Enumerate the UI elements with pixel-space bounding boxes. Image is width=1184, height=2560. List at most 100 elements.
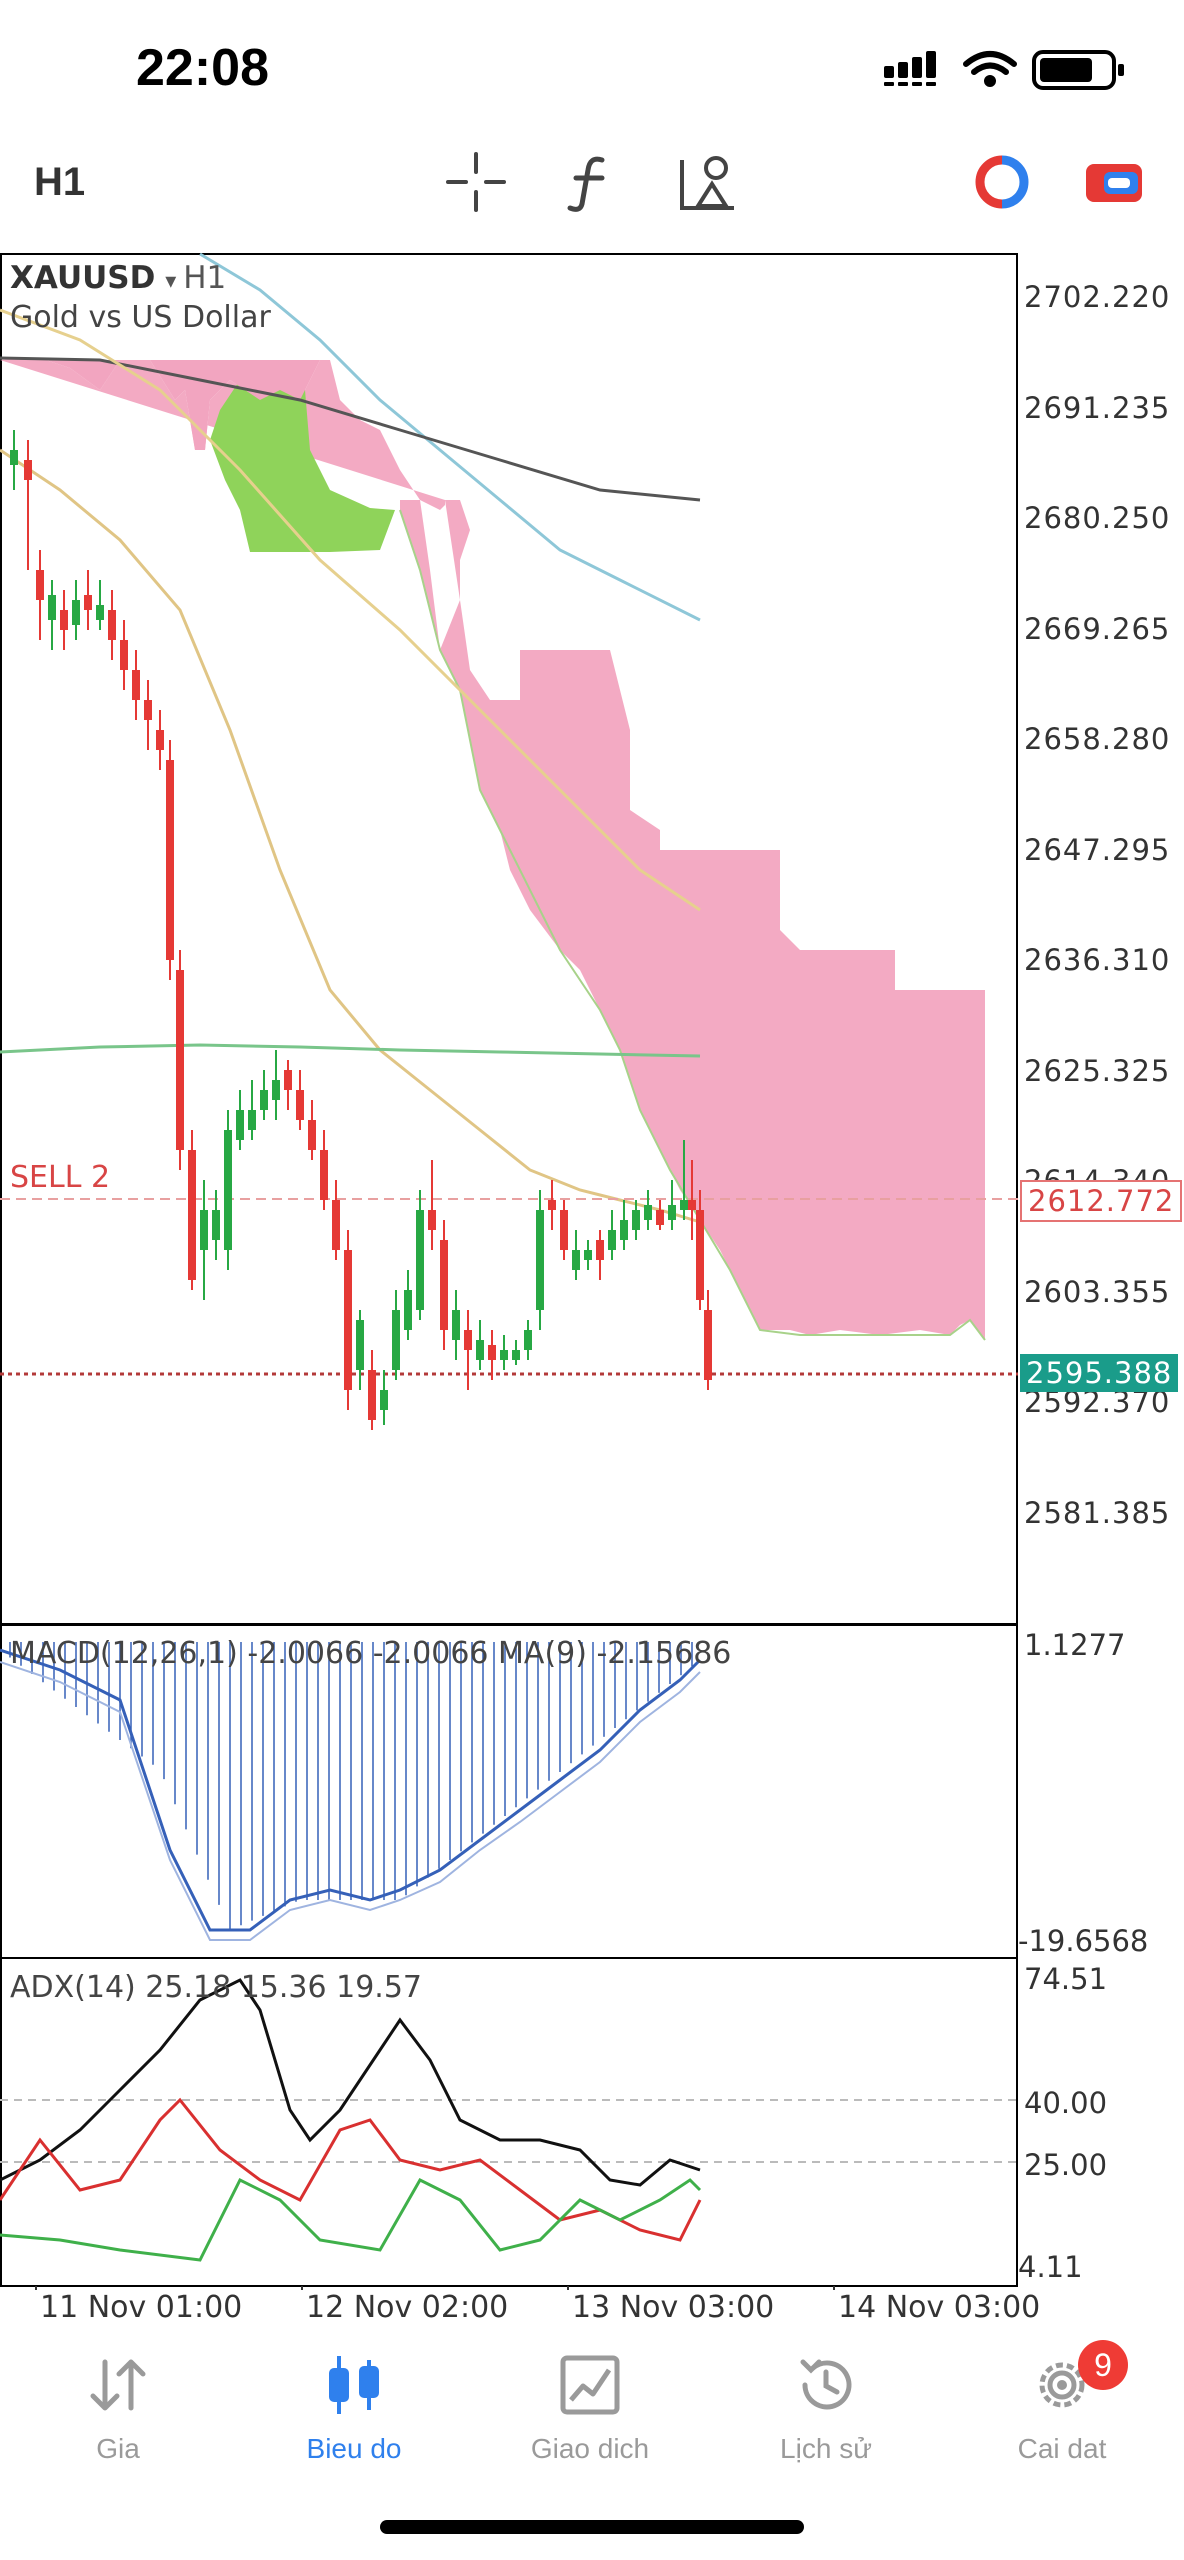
time-label-3: 14 Nov 03:00: [838, 2290, 1041, 2325]
nav-label-chart: Bieu do: [306, 2433, 402, 2464]
candle-body: [440, 1240, 448, 1330]
price-axis-label: 2636.310: [1024, 943, 1171, 977]
ma-green-line: [0, 1043, 701, 1058]
macd-axis-bottom: -19.6568: [1018, 1924, 1149, 1958]
candle-body: [60, 610, 68, 630]
adx-axis-1: 40.00: [1024, 2086, 1108, 2120]
candle-body: [200, 1210, 208, 1250]
candle-body: [536, 1210, 544, 1310]
objects-icon[interactable]: [676, 150, 740, 214]
candle-body: [344, 1250, 352, 1390]
adx-axis-2: 25.00: [1024, 2148, 1108, 2182]
time-label-1: 12 Nov 02:00: [306, 2290, 509, 2325]
candle-body: [48, 595, 56, 620]
nav-trade[interactable]: Giao dich: [472, 2340, 708, 2480]
ichimoku-cloud-bear: [0, 358, 985, 1340]
candle-body: [368, 1370, 376, 1420]
adx-label: ADX(14) 25.18 15.36 19.57: [10, 1970, 423, 2005]
trade-icon[interactable]: [970, 150, 1034, 214]
price-axis-label: 2702.220: [1024, 280, 1171, 314]
candle-body: [260, 1090, 268, 1110]
candle-body: [72, 600, 80, 625]
candle-body: [24, 460, 32, 480]
time-label-2: 13 Nov 03:00: [572, 2290, 775, 2325]
settings-gear-icon: [1039, 2362, 1085, 2408]
candle-body: [296, 1090, 304, 1120]
status-icons: [884, 50, 1124, 90]
chart-symbol[interactable]: XAUUSD ▾ H1: [10, 260, 227, 296]
candle-body: [668, 1205, 676, 1220]
candle-body: [156, 730, 164, 750]
status-time: 22:08: [136, 39, 269, 97]
macd-signal-line: [0, 1648, 702, 1932]
indicator-f-icon[interactable]: [558, 150, 622, 214]
adx-axis-3: 4.11: [1018, 2250, 1083, 2284]
candle-body: [36, 570, 44, 600]
candle-body: [404, 1290, 412, 1330]
crosshair-icon[interactable]: [444, 150, 508, 214]
nav-quotes[interactable]: Gia: [0, 2340, 236, 2480]
candle-body: [688, 1200, 696, 1210]
ma-blue-line: [199, 252, 701, 622]
price-axis-label: 2647.295: [1024, 832, 1171, 867]
candle-body: [656, 1210, 664, 1225]
candle-body: [680, 1200, 688, 1210]
candle-body: [548, 1200, 556, 1210]
nav-label-history: Lịch sử: [780, 2433, 872, 2464]
candle-body: [308, 1120, 316, 1150]
candle-body: [416, 1210, 424, 1310]
settings-badge: 9: [1078, 2340, 1128, 2390]
time-label-0: 11 Nov 01:00: [40, 2290, 243, 2325]
candle-body: [144, 700, 152, 720]
candle-body: [96, 605, 104, 620]
candle-body: [452, 1310, 460, 1340]
candle-body: [644, 1205, 652, 1220]
candle-body: [512, 1350, 520, 1360]
candle-body: [236, 1110, 244, 1140]
account-icon[interactable]: [1082, 150, 1146, 214]
candle-body: [188, 1150, 196, 1280]
timeframe-button[interactable]: H1: [34, 160, 86, 204]
candle-body: [84, 595, 92, 610]
main-chart-frame: [0, 253, 1018, 1625]
candle-body: [584, 1250, 592, 1260]
history-icon: [800, 2359, 852, 2410]
nav-label-trade: Giao dich: [530, 2433, 650, 2464]
candle-body: [132, 670, 140, 700]
candle-body: [120, 640, 128, 670]
candle-body: [524, 1330, 532, 1350]
candle-body: [284, 1070, 292, 1090]
adx-plus-di-line: [0, 2097, 702, 2242]
candle-body: [380, 1390, 388, 1410]
cellular-signal-icon: [884, 51, 936, 86]
sell-price-box: 2612.772: [1020, 1180, 1183, 1222]
candle-body: [696, 1210, 704, 1300]
ma-tan-long: [0, 308, 701, 912]
candle-body: [248, 1110, 256, 1130]
wifi-icon: [963, 51, 1017, 87]
candle-body: [500, 1350, 508, 1360]
price-chart[interactable]: [0, 250, 1184, 2290]
candle-body: [488, 1345, 496, 1360]
candle-body: [392, 1310, 400, 1370]
ichimoku-cloud-bull: [210, 378, 395, 552]
candle-body: [10, 450, 18, 465]
nav-settings[interactable]: 9 Cai dat: [944, 2340, 1180, 2480]
adx-minus-di-line: [0, 2177, 702, 2262]
macd-axis-top: 1.1277: [1024, 1628, 1126, 1662]
trade-chart-icon: [560, 2355, 620, 2415]
price-axis-label: 2669.265: [1024, 611, 1171, 646]
candle-body: [560, 1210, 568, 1250]
sell-order-label[interactable]: SELL 2: [10, 1160, 111, 1195]
home-indicator: [380, 2520, 804, 2534]
nav-label-quotes: Gia: [96, 2433, 140, 2464]
chart-description: Gold vs US Dollar: [10, 300, 271, 335]
nav-label-settings: Cai dat: [1017, 2433, 1107, 2464]
macd-histogram: [9, 1642, 693, 1930]
nav-history[interactable]: Lịch sử: [708, 2340, 944, 2480]
candle-body: [332, 1200, 340, 1250]
candle-body: [476, 1340, 484, 1360]
nav-chart[interactable]: Bieu do: [236, 2340, 472, 2480]
candle-body: [212, 1210, 220, 1240]
macd-label: MACD(12,26,1) -2.0066 -2.0066 MA(9) -2.1…: [10, 1636, 732, 1671]
